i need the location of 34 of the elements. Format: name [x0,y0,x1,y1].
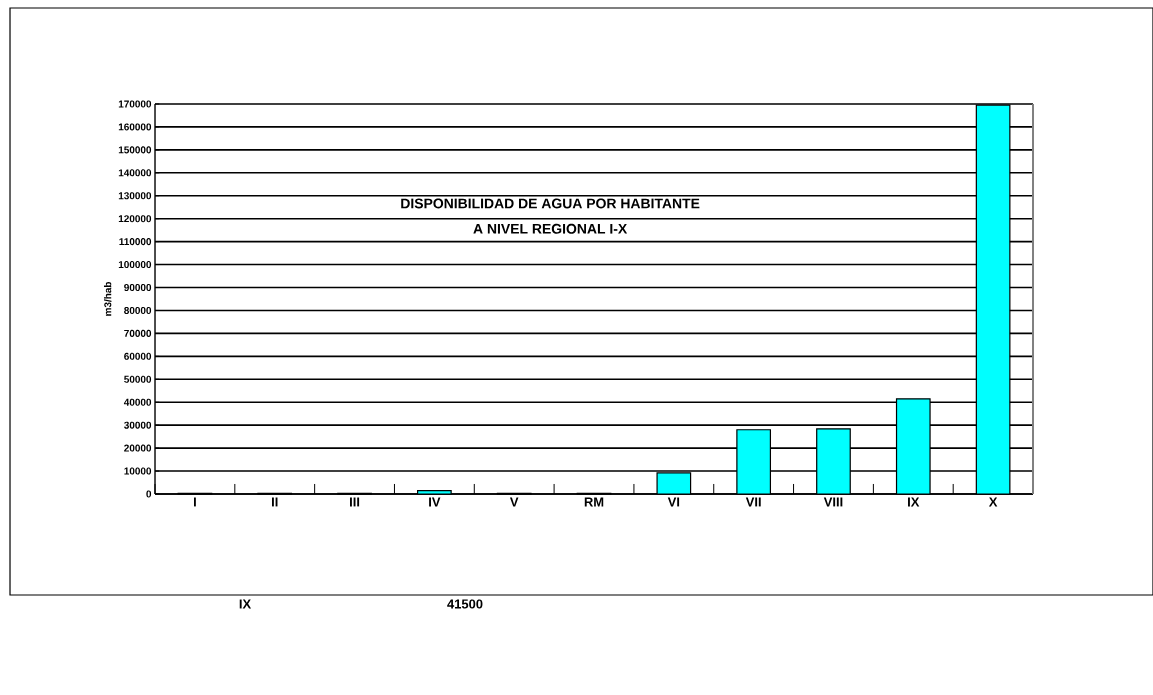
text: DISPONIBILIDAD DE AGUA POR HABITANTE [401,198,700,209]
y-tick-label: 60000 [124,352,152,360]
y-axis-title: m3/hab [103,281,112,316]
x-tick-label: RM [584,497,604,507]
y-tick-label: 130000 [118,192,152,200]
y-tick-label: 120000 [118,215,152,223]
y-tick-label: 100000 [118,261,152,269]
y-tick-label: 20000 [124,444,152,452]
x-tick-label: III [350,497,360,507]
y-tick-label: 40000 [123,398,152,406]
y-tick-label: 140000 [118,169,152,177]
x-tick-label: VI [667,497,680,507]
y-tick-label: 170000 [118,100,152,108]
y-tick-label: 110000 [119,238,152,246]
x-tick-label: X [988,497,998,507]
y-tick-label: 150000 [118,146,152,154]
y-tick-label: 30000 [124,421,152,429]
x-tick-label: II [272,497,278,507]
y-tick-label: 0 [146,490,152,498]
x-tick-label: VIII [823,497,843,507]
y-tick-label: 80000 [124,306,152,314]
text: A NIVEL REGIONAL I-X [473,223,628,234]
text: IX [239,599,252,609]
y-tick-label: 50000 [124,375,152,383]
x-tick-label: VII [745,497,761,507]
y-tick-label: 70000 [124,329,152,337]
y-tick-label: 10000 [124,467,152,475]
text: 41500 [447,599,483,609]
x-tick-label: IX [908,497,920,507]
y-tick-label: 90000 [124,283,152,292]
y-tick-label: 160000 [118,123,152,131]
x-tick-label: I [193,497,196,507]
x-tick-label: V [509,497,519,507]
x-tick-label: IV [429,497,441,507]
